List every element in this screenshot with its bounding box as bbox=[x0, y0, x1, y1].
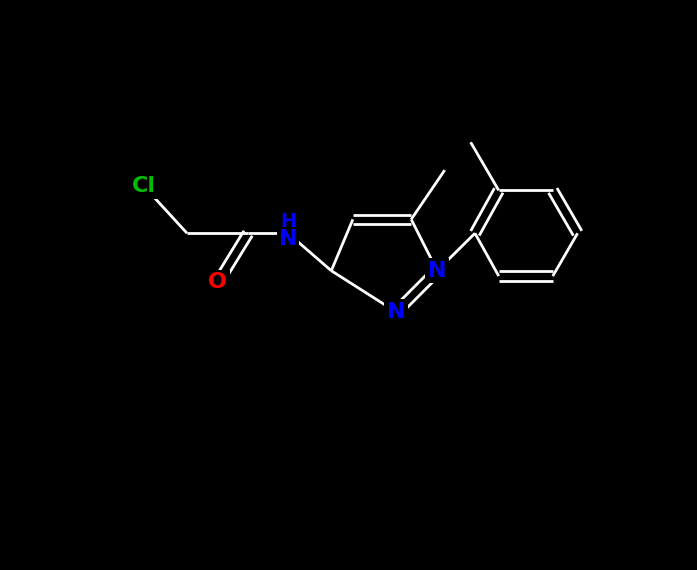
Text: N: N bbox=[279, 229, 298, 249]
Text: N: N bbox=[428, 260, 446, 280]
Text: H: H bbox=[280, 212, 296, 231]
Text: O: O bbox=[208, 272, 227, 292]
Text: Cl: Cl bbox=[132, 176, 156, 196]
Text: N: N bbox=[387, 302, 406, 322]
